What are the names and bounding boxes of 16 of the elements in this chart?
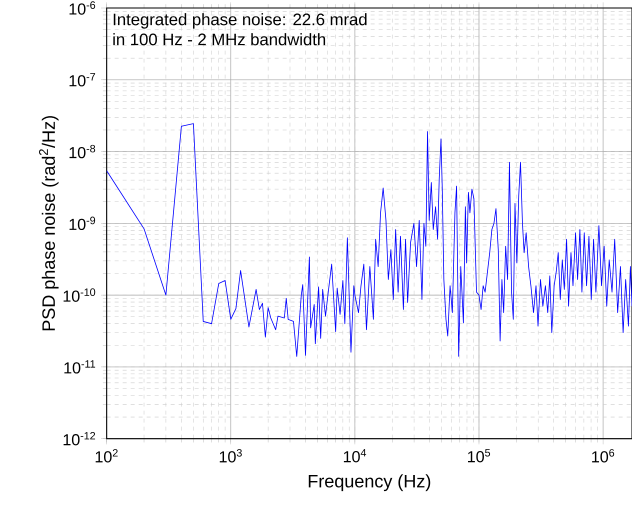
x-tick-label: 10$^{3}$: [220, 449, 242, 462]
x-axis-title: Frequency (Hz): [308, 474, 430, 492]
x-tick-label: 10$^{5}$: [468, 449, 490, 462]
y-tick-label: 10$^{-8}$: [70, 144, 96, 158]
annotation: in 100 Hz - 2 MHz bandwidth: [113, 33, 326, 46]
y-tick-label: 10$^{-9}$: [70, 216, 96, 230]
y-tick-label: 10$^{-12}$: [64, 432, 96, 446]
x-tick-label: 10$^{4}$: [344, 449, 366, 462]
y-tick-label: 10$^{-6}$: [70, 1, 96, 15]
y-tick-label: 10$^{-11}$: [64, 360, 96, 374]
x-tick-label: 10$^{2}$: [96, 449, 118, 462]
x-tick-label: 10$^{6}$: [592, 449, 614, 462]
annotation: Integrated phase noise: 22.6 mrad: [114, 13, 367, 29]
y-tick-label: 10$^{-10}$: [64, 288, 96, 302]
y-axis-title: PSD phase noise (rad$^{2}$/Hz): [39, 116, 59, 330]
y-tick-label: 10$^{-7}$: [70, 73, 96, 86]
